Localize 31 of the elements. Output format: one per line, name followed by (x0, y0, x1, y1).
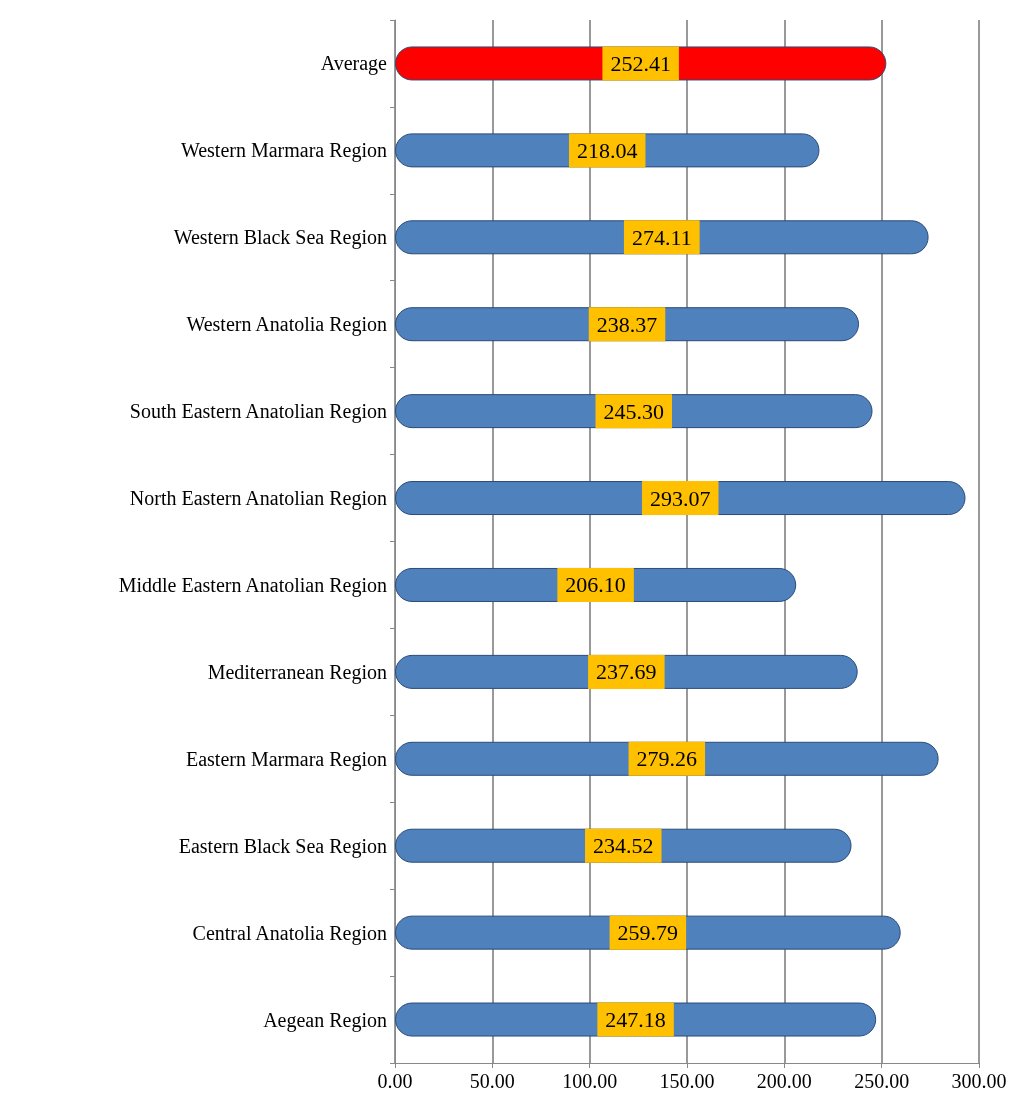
x-tick-label: 200.00 (756, 1070, 812, 1092)
y-tick-label: Eastern Marmara Region (185, 747, 387, 771)
data-label: 259.79 (617, 920, 679, 946)
y-tick-label: Average (320, 52, 388, 76)
y-tick-label: Mediterranean Region (207, 660, 387, 684)
y-tick-label: Western Marmara Region (180, 139, 387, 163)
x-tick-label: 150.00 (659, 1070, 715, 1092)
data-label: 247.18 (605, 1007, 666, 1033)
y-tick-label: Western Black Sea Region (173, 226, 387, 250)
data-label: 274.11 (631, 224, 692, 250)
data-label: 245.30 (603, 398, 665, 424)
data-label: 279.26 (636, 746, 698, 772)
x-tick-label: 50.00 (469, 1070, 515, 1092)
data-label: 237.69 (596, 659, 657, 685)
y-tick-label: Central Anatolia Region (192, 921, 387, 945)
data-label: 252.41 (610, 50, 671, 76)
y-tick-label: South Eastern Anatolian Region (129, 400, 387, 424)
y-tick-label: Eastern Black Sea Region (178, 834, 387, 858)
y-tick-label: Aegean Region (263, 1008, 387, 1032)
data-label: 218.04 (576, 137, 638, 163)
x-tick-label: 250.00 (854, 1070, 910, 1092)
y-tick-label: North Eastern Anatolian Region (129, 487, 387, 511)
y-tick-label: Middle Eastern Anatolian Region (118, 573, 387, 597)
data-label: 293.07 (650, 485, 711, 511)
data-label: 206.10 (565, 572, 626, 598)
y-tick-label: Western Anatolia Region (186, 313, 387, 337)
data-label: 238.37 (596, 311, 658, 337)
x-tick-label: 0.00 (377, 1070, 413, 1092)
x-tick-label: 100.00 (562, 1070, 618, 1092)
x-tick-label: 300.00 (951, 1070, 1007, 1092)
data-label: 234.52 (593, 833, 654, 859)
